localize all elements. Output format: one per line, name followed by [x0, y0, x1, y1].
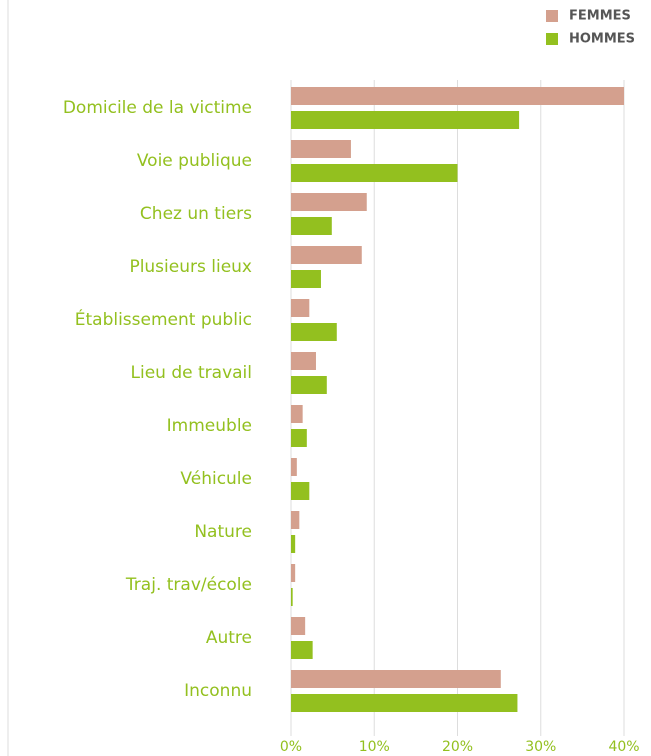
legend-label: HOMMES: [569, 32, 635, 47]
category-label: Immeuble: [167, 416, 252, 436]
bar: [291, 376, 327, 394]
category-label: Nature: [194, 522, 252, 542]
bar: [291, 429, 307, 447]
category-label: Lieu de travail: [131, 363, 252, 383]
legend-label: FEMMES: [569, 9, 631, 24]
bar: [291, 617, 306, 635]
category-label: Établissement public: [75, 308, 252, 330]
bar: [291, 482, 310, 500]
bar: [291, 670, 501, 688]
bar: [291, 405, 303, 423]
category-label: Chez un tiers: [140, 204, 252, 224]
bar: [291, 511, 300, 529]
x-tick-label: 40%: [608, 739, 639, 755]
legend-swatch: [546, 10, 558, 22]
bar: [291, 193, 367, 211]
x-tick-label: 30%: [525, 739, 556, 755]
bar: [291, 87, 624, 105]
bar: [291, 164, 458, 182]
x-tick-label: 0%: [280, 739, 302, 755]
bar: [291, 458, 297, 476]
legend-swatch: [546, 33, 558, 45]
bar: [291, 217, 332, 235]
category-label: Véhicule: [180, 469, 252, 489]
bar: [291, 299, 310, 317]
bar: [291, 641, 313, 659]
bar: [291, 270, 321, 288]
bar: [291, 564, 296, 582]
category-label: Autre: [206, 628, 252, 648]
category-label: Voie publique: [137, 151, 252, 171]
x-tick-label: 10%: [359, 739, 390, 755]
bar: [291, 246, 362, 264]
bar: [291, 352, 316, 370]
bar: [291, 535, 296, 553]
category-label: Traj. trav/école: [125, 575, 252, 595]
bar: [291, 694, 518, 712]
bar: [291, 588, 293, 606]
category-label: Domicile de la victime: [63, 98, 252, 118]
bar: [291, 111, 520, 129]
bar: [291, 323, 337, 341]
category-label: Inconnu: [184, 681, 252, 701]
category-label: Plusieurs lieux: [129, 257, 252, 277]
x-tick-label: 20%: [442, 739, 473, 755]
bar: [291, 140, 351, 158]
